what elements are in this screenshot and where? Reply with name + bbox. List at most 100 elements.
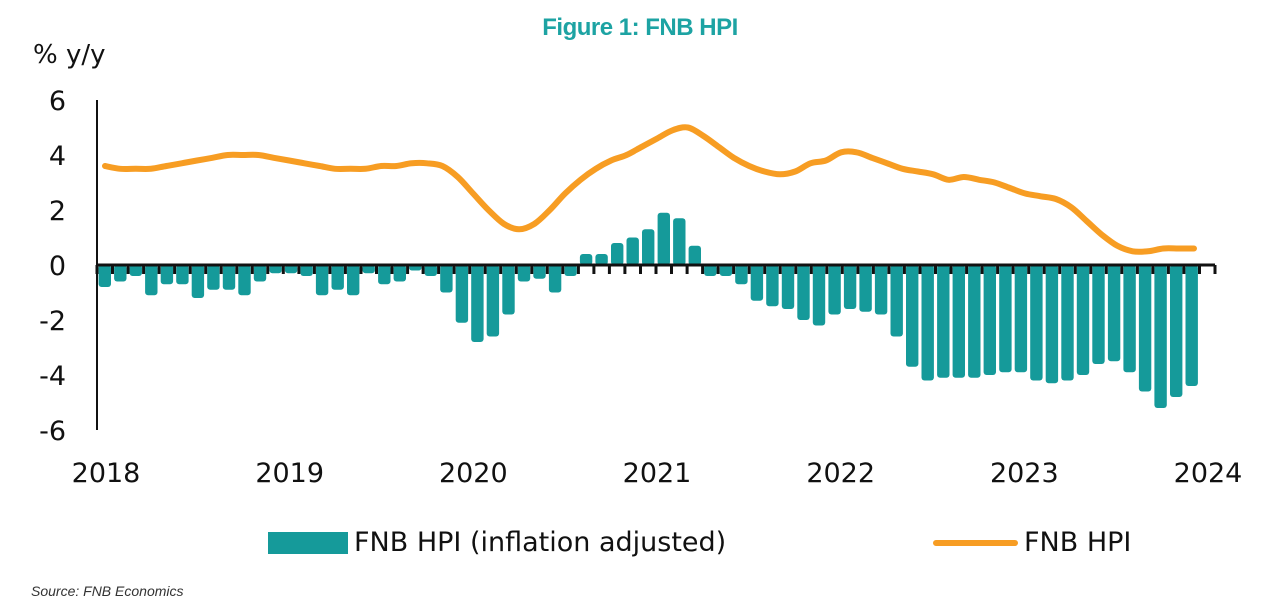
bar bbox=[284, 265, 298, 274]
bar bbox=[114, 265, 127, 282]
bar bbox=[176, 265, 189, 285]
x-tick-label: 2021 bbox=[623, 458, 692, 489]
y-tick-label: 6 bbox=[49, 86, 66, 117]
x-tick-label: 2019 bbox=[255, 458, 324, 489]
legend-swatch-bar bbox=[268, 531, 348, 554]
bar bbox=[781, 265, 795, 309]
bar bbox=[502, 265, 515, 315]
bar bbox=[750, 265, 764, 301]
bar bbox=[952, 265, 965, 378]
bar bbox=[129, 265, 142, 276]
bar bbox=[611, 243, 624, 265]
source-note: Source: FNB Economics bbox=[31, 583, 184, 599]
x-tick-label: 2020 bbox=[439, 458, 508, 489]
bar bbox=[517, 265, 531, 282]
bar bbox=[471, 265, 484, 342]
bar bbox=[999, 265, 1012, 373]
bar bbox=[315, 265, 329, 296]
y-axis-label: % y/y bbox=[33, 40, 106, 70]
x-tick-labels: 2018 2019 2020 2021 2022 2023 2024 bbox=[72, 458, 1243, 489]
bar bbox=[766, 265, 779, 307]
bar bbox=[1076, 265, 1090, 375]
bar bbox=[968, 265, 981, 378]
bar bbox=[1138, 265, 1152, 392]
bar bbox=[1045, 265, 1059, 384]
bar bbox=[797, 265, 810, 320]
bar bbox=[145, 265, 158, 296]
bar bbox=[440, 265, 453, 293]
bar bbox=[642, 229, 655, 266]
bar bbox=[362, 265, 375, 274]
legend: FNB HPI (inflation adjusted) FNB HPI bbox=[0, 527, 1280, 567]
y-tick-label: -6 bbox=[39, 416, 66, 447]
bar bbox=[269, 265, 282, 274]
bar bbox=[983, 265, 996, 375]
bar bbox=[393, 265, 406, 282]
legend-item-inflation-adjusted: FNB HPI (inflation adjusted) bbox=[268, 527, 726, 558]
bar bbox=[906, 265, 919, 367]
bar bbox=[688, 245, 701, 266]
bar bbox=[874, 265, 888, 315]
bar bbox=[455, 265, 469, 323]
y-tick-label: 0 bbox=[49, 251, 66, 282]
bar bbox=[1107, 265, 1121, 362]
x-tick-label: 2022 bbox=[806, 458, 875, 489]
bar bbox=[719, 265, 733, 276]
bar bbox=[378, 265, 391, 285]
bar bbox=[207, 265, 220, 290]
y-tick-label: 2 bbox=[49, 196, 66, 227]
bar bbox=[548, 265, 562, 293]
legend-label-bar: FNB HPI (inflation adjusted) bbox=[354, 527, 727, 558]
y-tick-labels: 6 4 2 0 -2 -4 -6 bbox=[39, 86, 66, 447]
bar bbox=[1014, 265, 1028, 373]
bar bbox=[890, 265, 903, 337]
y-tick-label: 4 bbox=[49, 141, 66, 172]
chart-title: Figure 1: FNB HPI bbox=[542, 14, 738, 41]
legend-label-line: FNB HPI bbox=[1024, 527, 1132, 558]
x-axis bbox=[95, 263, 1217, 274]
bar bbox=[253, 265, 267, 282]
bar-series bbox=[98, 212, 1198, 408]
bar bbox=[1185, 265, 1198, 386]
bar bbox=[238, 265, 251, 296]
bar bbox=[1123, 265, 1136, 373]
bar bbox=[1170, 265, 1183, 397]
bar bbox=[812, 265, 826, 326]
bar bbox=[424, 265, 437, 276]
bar bbox=[859, 265, 872, 312]
bar bbox=[735, 265, 748, 285]
x-tick-label: 2018 bbox=[72, 458, 141, 489]
x-tick-label: 2024 bbox=[1174, 458, 1243, 489]
bar bbox=[673, 218, 686, 266]
bar bbox=[1061, 265, 1074, 381]
bar bbox=[921, 265, 934, 381]
y-tick-label: -4 bbox=[39, 361, 66, 392]
bar bbox=[1154, 265, 1167, 408]
bar bbox=[98, 265, 111, 287]
bar bbox=[533, 265, 546, 279]
bar bbox=[347, 265, 360, 296]
bar bbox=[222, 265, 236, 290]
bar bbox=[300, 265, 313, 276]
bar bbox=[160, 265, 174, 285]
bar bbox=[331, 265, 344, 290]
bar bbox=[191, 265, 205, 298]
bar bbox=[657, 212, 670, 266]
bar bbox=[486, 265, 500, 337]
legend-item-fnb-hpi: FNB HPI bbox=[933, 527, 1131, 558]
legend-swatch-line bbox=[933, 539, 1018, 546]
bar bbox=[564, 265, 577, 276]
bar bbox=[1092, 265, 1105, 364]
bar bbox=[704, 265, 717, 276]
bar bbox=[937, 265, 950, 378]
bar bbox=[579, 254, 593, 265]
bar bbox=[828, 265, 841, 315]
x-tick-label: 2023 bbox=[990, 458, 1059, 489]
y-tick-label: -2 bbox=[39, 306, 66, 337]
bar bbox=[843, 265, 857, 309]
bar bbox=[1030, 265, 1043, 381]
bar bbox=[595, 254, 608, 265]
bar bbox=[626, 237, 639, 265]
line-series-fnb-hpi bbox=[102, 124, 1197, 255]
